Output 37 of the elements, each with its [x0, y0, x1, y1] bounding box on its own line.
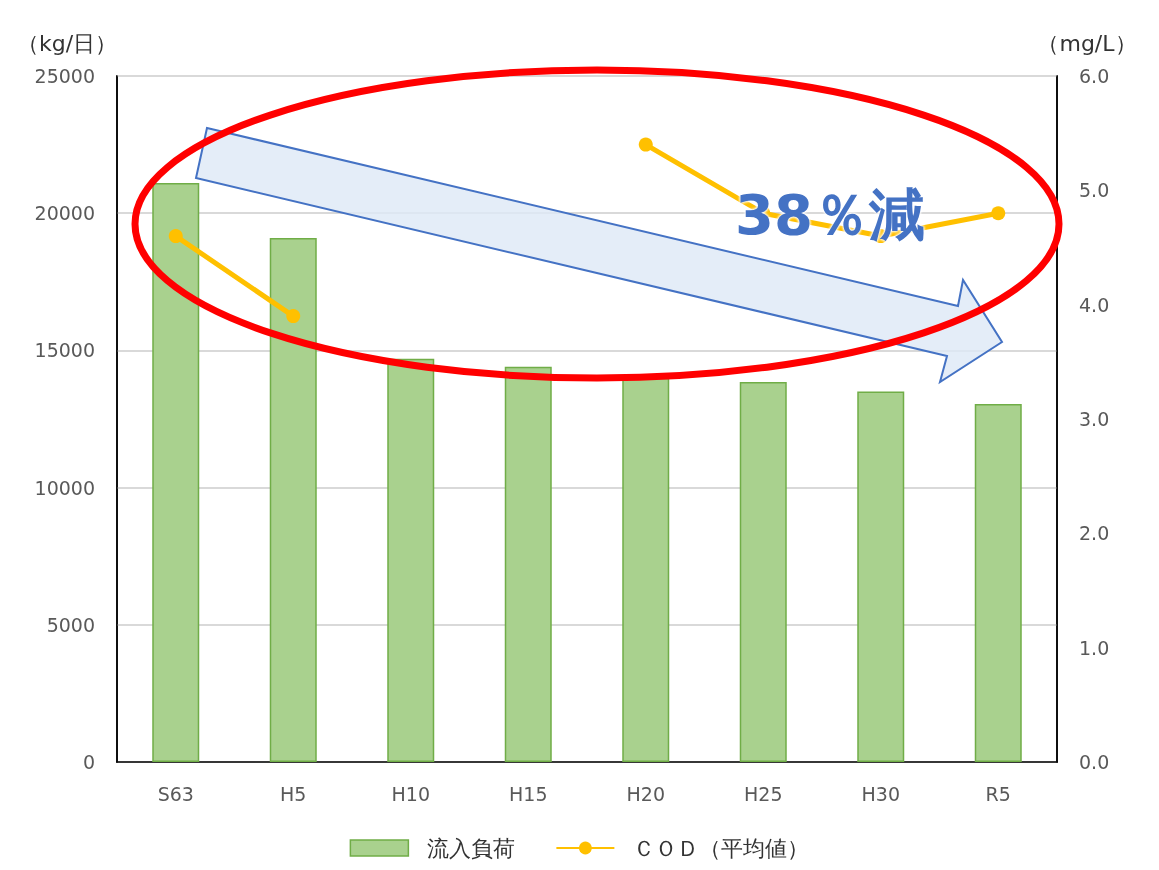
point: [991, 206, 1006, 221]
bar: [387, 358, 435, 762]
x-tick-label: S63: [157, 782, 194, 805]
bar: [739, 381, 787, 762]
y2-axis-title: （mg/L）: [1037, 30, 1137, 56]
x-tick-label: H30: [861, 782, 900, 805]
y2-tick-label: 4.0: [1079, 293, 1110, 316]
x-tick-label: H25: [744, 782, 783, 805]
y-tick-label: 5000: [46, 613, 95, 636]
y-tick-label: 25000: [34, 65, 95, 87]
x-tick-label: R5: [985, 782, 1011, 805]
x-tick-label: H5: [280, 782, 307, 805]
x-tick-label: H20: [626, 782, 665, 805]
y2-tick-label: 3.0: [1079, 408, 1110, 430]
y2-tick-label: 5.0: [1079, 179, 1110, 202]
x-tick-label: H10: [391, 782, 430, 805]
y2-tick-label: 0.0: [1079, 751, 1110, 773]
legend-label: ＣＯＤ（平均値）: [633, 835, 810, 861]
bar: [974, 403, 1022, 762]
y2-tick-label: 6.0: [1079, 65, 1110, 87]
bar: [152, 183, 200, 762]
y-axis-title: （kg/日）: [16, 30, 118, 56]
bar: [504, 366, 552, 762]
y-tick-label: 0: [82, 751, 95, 773]
bar: [269, 237, 317, 762]
y-tick-label: 10000: [34, 476, 95, 499]
bar: [622, 377, 670, 762]
point: [286, 309, 301, 324]
point: [638, 137, 653, 152]
legend-label: 流入負荷: [427, 835, 516, 861]
y-tick-label: 20000: [34, 202, 95, 225]
x-tick-label: H15: [509, 782, 548, 805]
y-tick-label: 15000: [34, 339, 95, 362]
y2-tick-label: 2.0: [1079, 522, 1110, 545]
bar: [857, 391, 905, 762]
y2-tick-label: 1.0: [1079, 636, 1110, 659]
point: [168, 229, 183, 244]
